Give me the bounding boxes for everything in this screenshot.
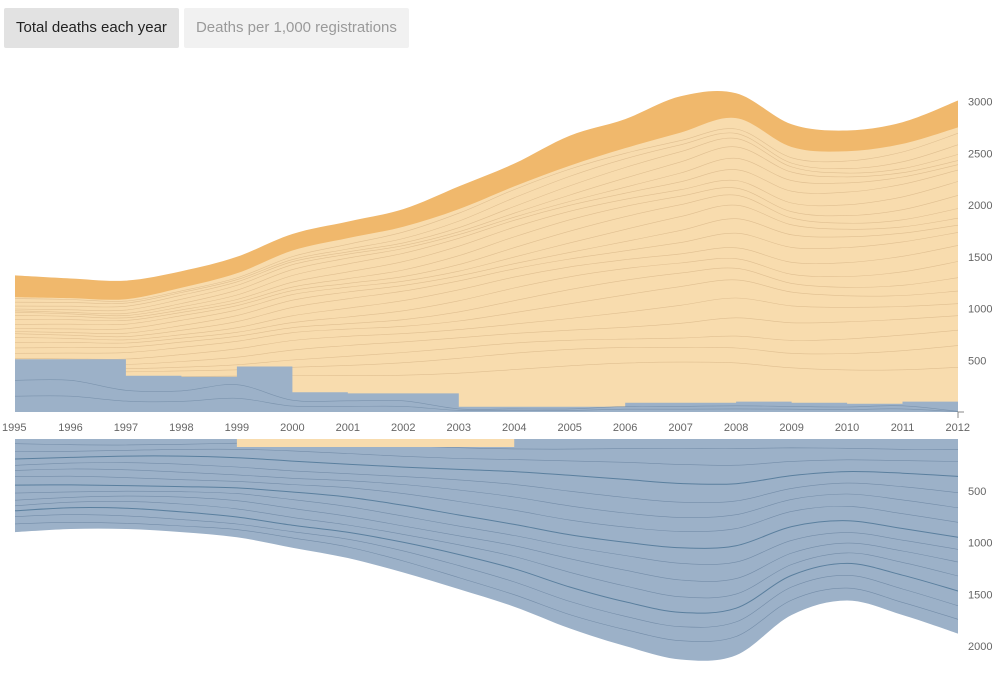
chart-axes: 1995 1996 1997 1998 1999 2000 2001 2002 2003 2004… xyxy=(2,97,992,654)
stream-line xyxy=(15,315,958,365)
y-tick-label-bottom: 2000 xyxy=(968,641,992,653)
x-tick-label: 2002 xyxy=(391,422,415,434)
y-tick-label-top: 3000 xyxy=(968,97,992,109)
stream-line xyxy=(15,218,958,334)
series-main-band xyxy=(15,117,958,413)
y-tick-label-bottom: 500 xyxy=(968,486,986,498)
y-tick-label-top: 2000 xyxy=(968,200,992,212)
y-tick-label-bottom: 1000 xyxy=(968,538,992,550)
x-tick-label: 1996 xyxy=(58,422,82,434)
bottom-stream-line xyxy=(15,521,958,642)
stream-line xyxy=(15,232,958,338)
bottom-light-band xyxy=(236,439,515,447)
stream-line xyxy=(15,329,958,370)
bottom-stream-line xyxy=(15,495,958,582)
bottom-stream-lines xyxy=(15,442,958,642)
bottom-stream-line xyxy=(15,501,958,599)
y-tick-label-top: 500 xyxy=(968,355,986,367)
blue-stream-line xyxy=(14,379,959,412)
y-tick-label-top: 1500 xyxy=(968,252,992,264)
axis-corner-mark xyxy=(957,411,964,418)
bottom-stream-line xyxy=(15,484,958,549)
blue-stream-line xyxy=(14,395,959,412)
x-tick-label: 2001 xyxy=(336,422,360,434)
bottom-stream-line xyxy=(15,462,958,503)
x-tick-label: 2010 xyxy=(835,422,859,434)
x-tick-label: 2006 xyxy=(613,422,637,434)
x-tick-label: 2000 xyxy=(280,422,304,434)
stream-line xyxy=(15,157,958,315)
x-tick-label: 2007 xyxy=(668,422,692,434)
x-tick-label: 2003 xyxy=(447,422,471,434)
x-tick-label: 1998 xyxy=(169,422,193,434)
x-tick-label: 2008 xyxy=(724,422,748,434)
stream-line xyxy=(15,132,958,304)
stream-line xyxy=(15,137,958,308)
bottom-stream-line xyxy=(15,448,958,466)
bottom-stream-line xyxy=(15,490,958,565)
y-tick-label-top: 2500 xyxy=(968,148,992,160)
x-tick-label: 1995 xyxy=(2,422,26,434)
stream-line xyxy=(15,169,958,317)
tab-total-deaths[interactable]: Total deaths each year xyxy=(4,8,179,48)
bottom-stream-line xyxy=(15,506,958,614)
stream-line xyxy=(15,146,958,312)
upper-area-chart xyxy=(14,91,959,413)
view-toggle: Total deaths each year Deaths per 1,000 … xyxy=(4,8,409,48)
bottom-stream-line xyxy=(15,468,958,518)
stream-line xyxy=(15,257,958,344)
stream-line xyxy=(15,245,958,341)
stream-lines xyxy=(15,128,958,379)
stream-line xyxy=(15,297,958,360)
x-tick-label: 2009 xyxy=(779,422,803,434)
stream-line xyxy=(15,279,958,354)
y-tick-label-bottom: 1500 xyxy=(968,589,992,601)
lower-area-chart xyxy=(15,439,958,661)
x-tick-label: 2005 xyxy=(557,422,581,434)
bottom-stream-line xyxy=(15,514,958,628)
x-tick-label: 2004 xyxy=(502,422,526,434)
series-blue-steps xyxy=(15,359,958,412)
x-tick-label: 2011 xyxy=(891,422,915,434)
x-tick-label: 2012 xyxy=(946,422,970,434)
x-tick-label: 1997 xyxy=(114,422,138,434)
bottom-stream-line xyxy=(15,455,958,485)
stream-line xyxy=(15,267,958,349)
series-bottom-band xyxy=(15,439,958,661)
y-tick-label-top: 1000 xyxy=(968,304,992,316)
x-tick-label: 1999 xyxy=(225,422,249,434)
bottom-stream-line xyxy=(15,475,958,532)
stream-line xyxy=(15,204,958,330)
stream-line xyxy=(15,345,958,373)
stream-line xyxy=(15,128,958,302)
stream-line xyxy=(15,187,958,322)
bottom-stream-line xyxy=(15,442,958,450)
stream-line xyxy=(15,194,958,326)
tab-deaths-per-registrations[interactable]: Deaths per 1,000 registrations xyxy=(183,8,409,48)
stream-line xyxy=(15,179,958,319)
